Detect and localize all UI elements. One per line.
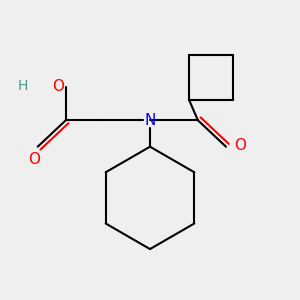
Text: O: O <box>52 79 64 94</box>
Text: O: O <box>234 137 246 152</box>
Text: H: H <box>17 79 28 93</box>
Text: N: N <box>144 113 156 128</box>
Text: O: O <box>28 152 40 167</box>
